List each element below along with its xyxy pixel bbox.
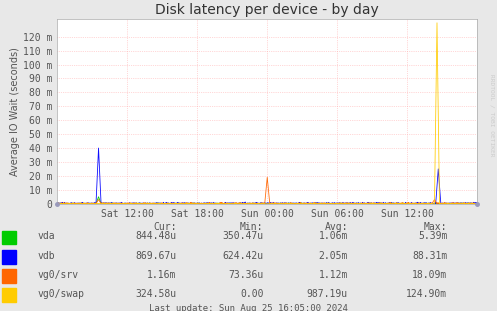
Text: 5.39m: 5.39m (418, 231, 447, 241)
Bar (2, 250, 16, 264)
Text: Max:: Max: (424, 222, 447, 232)
Text: 987.19u: 987.19u (307, 289, 348, 299)
Text: RRDTOOL / TOBI OETIKER: RRDTOOL / TOBI OETIKER (490, 74, 495, 156)
Bar (2, 269, 16, 283)
Text: 18.09m: 18.09m (412, 270, 447, 280)
Text: 1.06m: 1.06m (319, 231, 348, 241)
Text: 1.16m: 1.16m (147, 270, 176, 280)
Text: Cur:: Cur: (153, 222, 176, 232)
Text: 0.00: 0.00 (240, 289, 263, 299)
Text: 88.31m: 88.31m (412, 251, 447, 261)
Text: 844.48u: 844.48u (135, 231, 176, 241)
Text: 124.90m: 124.90m (406, 289, 447, 299)
Text: Min:: Min: (240, 222, 263, 232)
Text: 350.47u: 350.47u (222, 231, 263, 241)
Bar (2, 230, 16, 244)
Y-axis label: Average IO Wait (seconds): Average IO Wait (seconds) (10, 47, 20, 176)
Text: vg0/swap: vg0/swap (37, 289, 84, 299)
Bar (2, 289, 16, 302)
Title: Disk latency per device - by day: Disk latency per device - by day (155, 3, 379, 17)
Text: Avg:: Avg: (325, 222, 348, 232)
Text: Last update: Sun Aug 25 16:05:00 2024: Last update: Sun Aug 25 16:05:00 2024 (149, 304, 348, 311)
Text: 2.05m: 2.05m (319, 251, 348, 261)
Text: 73.36u: 73.36u (228, 270, 263, 280)
Text: 1.12m: 1.12m (319, 270, 348, 280)
Text: 624.42u: 624.42u (222, 251, 263, 261)
Text: 869.67u: 869.67u (135, 251, 176, 261)
Text: vdb: vdb (37, 251, 55, 261)
Text: vg0/srv: vg0/srv (37, 270, 79, 280)
Text: 324.58u: 324.58u (135, 289, 176, 299)
Text: vda: vda (37, 231, 55, 241)
